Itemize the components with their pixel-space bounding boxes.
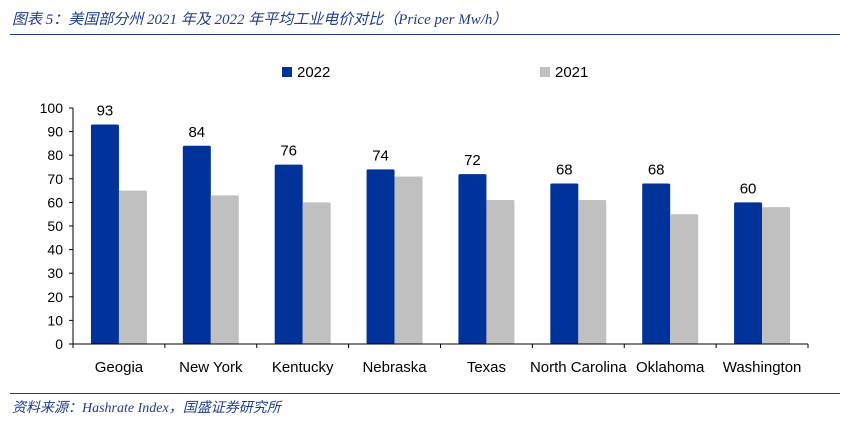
bar-2022 — [734, 202, 763, 344]
bar-2022 — [550, 183, 579, 344]
figure-title: 图表 5：美国部分州 2021 年及 2022 年平均工业电价对比（Price … — [12, 12, 508, 28]
data-label-2022: 74 — [372, 147, 389, 164]
bar-2022 — [642, 183, 671, 344]
data-label-2022: 68 — [556, 162, 573, 179]
x-tick-label: North Carolina — [530, 359, 627, 376]
x-tick-label: Kentucky — [272, 359, 334, 376]
bar-2021 — [670, 214, 699, 344]
data-label-2022: 72 — [464, 152, 481, 169]
x-tick-label: Geogia — [95, 359, 144, 376]
bar-2021 — [210, 195, 239, 344]
bar-2022 — [366, 169, 395, 344]
y-tick-label: 90 — [47, 124, 63, 140]
legend-label-2022: 2022 — [297, 64, 330, 81]
x-tick-label: New York — [179, 359, 243, 376]
source-rule — [10, 393, 840, 394]
bar-2022 — [182, 145, 211, 344]
y-tick-label: 60 — [47, 194, 63, 210]
x-tick-label: Oklahoma — [636, 359, 705, 376]
data-label-2022: 68 — [648, 162, 665, 179]
bar-2021 — [118, 190, 147, 344]
source-note: 资料来源：Hashrate Index，国盛证券研究所 — [12, 401, 281, 416]
x-tick-label: Texas — [467, 359, 506, 376]
y-tick-label: 40 — [47, 242, 63, 258]
x-tick-label: Nebraska — [362, 359, 427, 376]
legend-swatch-2021 — [540, 67, 550, 77]
y-tick-label: 80 — [47, 147, 63, 163]
bar-2021 — [394, 176, 423, 344]
y-axis: 0 10 20 30 40 50 60 70 80 90 100 — [40, 100, 74, 352]
x-tick-label: Washington — [723, 359, 802, 376]
y-tick-label: 50 — [47, 218, 63, 234]
plot-area: 93 84 76 74 72 68 68 60 — [90, 103, 791, 345]
bar-2021 — [302, 202, 331, 344]
y-tick-label: 30 — [47, 265, 63, 281]
y-tick-label: 20 — [47, 289, 63, 305]
y-tick-label: 0 — [55, 336, 63, 352]
legend-label-2021: 2021 — [555, 64, 588, 81]
bar-2021 — [578, 200, 607, 344]
bar-2022 — [458, 174, 487, 344]
title-rule — [10, 34, 840, 35]
data-label-2022: 84 — [188, 124, 205, 141]
bar-2021 — [486, 200, 515, 344]
y-tick-label: 10 — [47, 312, 63, 328]
data-label-2022: 60 — [740, 180, 757, 197]
data-label-2022: 76 — [280, 143, 297, 160]
bar-2022 — [274, 164, 303, 344]
y-tick-label: 100 — [40, 100, 64, 116]
chart-legend: 2022 2021 — [282, 64, 588, 81]
bar-2021 — [762, 207, 791, 344]
bar-2022 — [90, 124, 119, 345]
legend-swatch-2022 — [282, 67, 292, 77]
x-axis: Geogia New York Kentucky Nebraska Texas North… — [72, 343, 809, 376]
data-label-2022: 93 — [97, 103, 114, 120]
bar-chart: 2022 2021 0 10 20 30 40 50 60 70 80 90 100 93 84 76 74… — [40, 64, 809, 376]
y-tick-label: 70 — [47, 171, 63, 187]
